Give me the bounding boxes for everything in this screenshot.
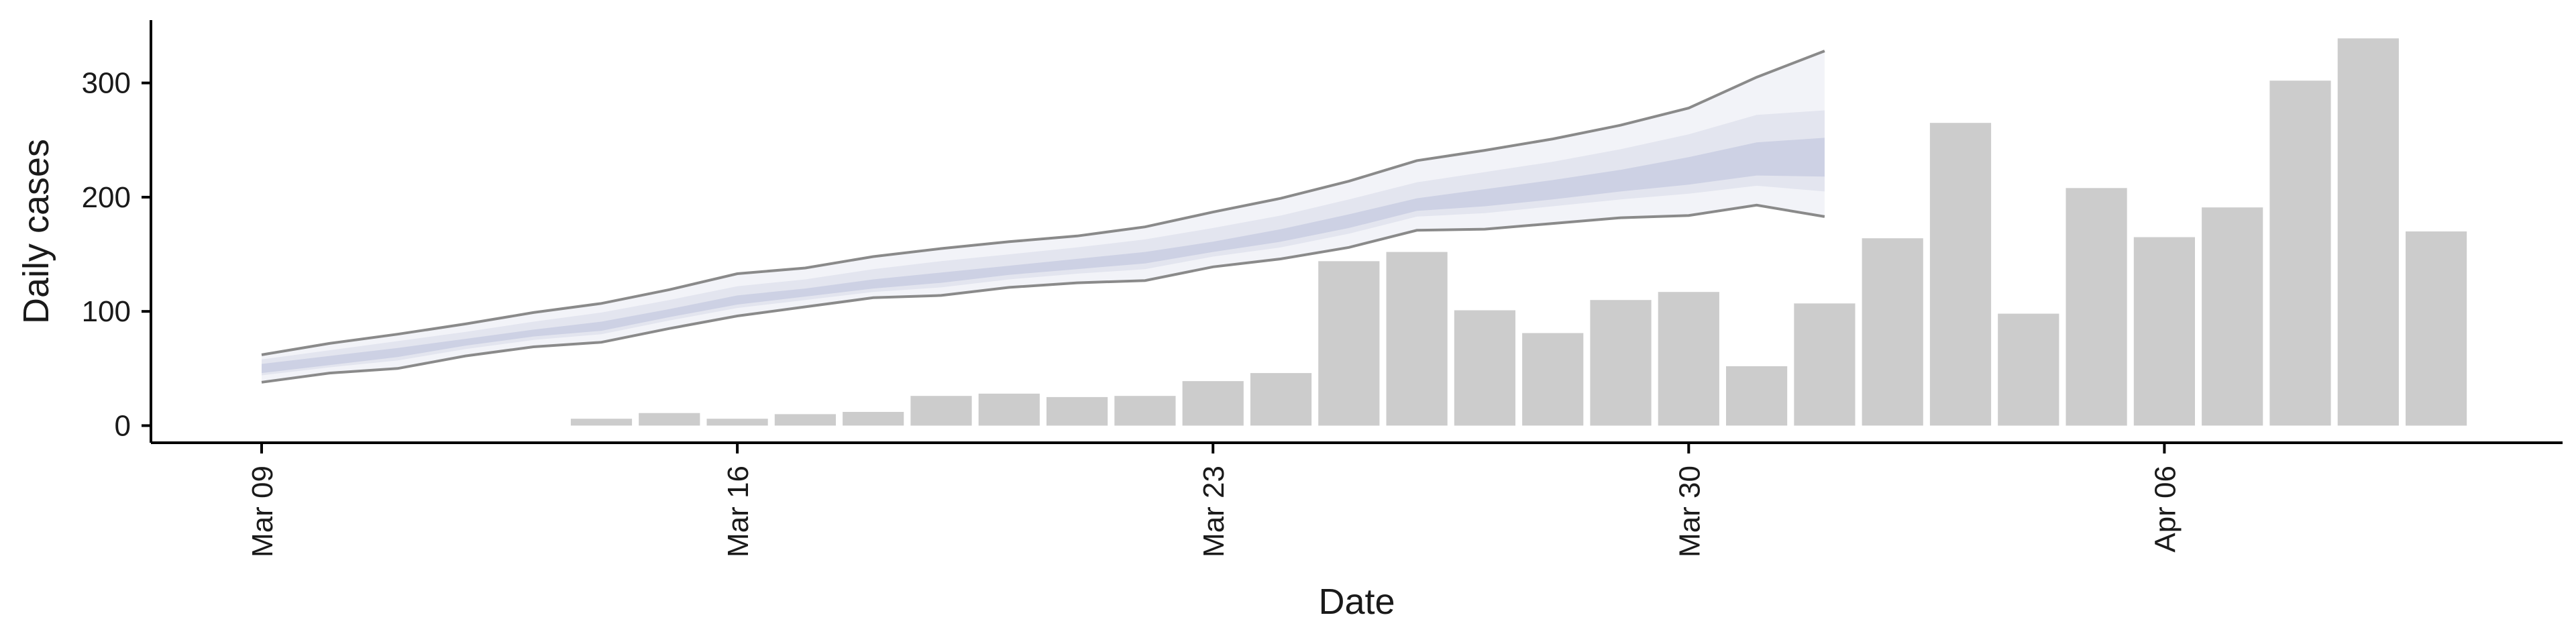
y-tick-label: 300 bbox=[82, 67, 131, 100]
bar-2020-03-22 bbox=[1114, 396, 1176, 426]
axes bbox=[150, 20, 2563, 444]
bar-2020-03-28 bbox=[1522, 333, 1584, 426]
bar-2020-03-23 bbox=[1182, 381, 1244, 426]
bar-2020-04-04 bbox=[1998, 313, 2059, 426]
bar-2020-03-29 bbox=[1590, 300, 1652, 426]
bar-2020-03-21 bbox=[1046, 396, 1108, 426]
lower-bound-line bbox=[261, 203, 1825, 384]
bar-2020-03-24 bbox=[1250, 373, 1312, 426]
x-tick-label: Apr 06 bbox=[2149, 466, 2182, 553]
bar-2020-03-17 bbox=[774, 414, 836, 426]
x-tick-label: Mar 23 bbox=[1197, 466, 1230, 557]
ribbon-band-2 bbox=[262, 138, 1825, 374]
x-axis-title: Date bbox=[1318, 582, 1395, 622]
y-axis-ticks: 0 100 200 300 bbox=[82, 67, 151, 442]
bar-2020-04-01 bbox=[1794, 303, 1856, 426]
bar-2020-04-02 bbox=[1862, 238, 1923, 426]
bar-2020-04-08 bbox=[2269, 80, 2331, 426]
x-tick-label: Mar 30 bbox=[1673, 466, 1706, 557]
bar-2020-03-19 bbox=[910, 396, 972, 426]
bar-2020-03-14 bbox=[570, 419, 633, 426]
bar-2020-04-10 bbox=[2406, 231, 2467, 426]
bar-2020-03-30 bbox=[1658, 292, 1719, 426]
y-axis-title: Daily cases bbox=[16, 139, 56, 324]
x-tick-label: Mar 16 bbox=[722, 466, 755, 557]
y-tick-label: 0 bbox=[115, 409, 131, 442]
bar-2020-03-27 bbox=[1454, 310, 1515, 426]
upper-bound-line bbox=[261, 50, 1825, 356]
y-tick-label: 200 bbox=[82, 181, 131, 214]
bar-2020-04-05 bbox=[2065, 188, 2127, 426]
bar-2020-03-25 bbox=[1318, 261, 1380, 426]
x-axis-ticks: Mar 09 Mar 16 Mar 23 Mar 30 Apr 06 bbox=[246, 443, 2182, 557]
bar-2020-03-26 bbox=[1386, 252, 1448, 426]
y-tick-label: 100 bbox=[82, 295, 131, 328]
confidence-ribbons bbox=[262, 51, 1825, 382]
confidence-bound-lines bbox=[261, 50, 1825, 384]
bar-2020-04-06 bbox=[2133, 237, 2195, 426]
bar-2020-03-18 bbox=[843, 412, 904, 426]
bar-2020-04-03 bbox=[1929, 123, 1992, 426]
bar-2020-03-16 bbox=[706, 419, 768, 426]
bar-2020-03-20 bbox=[978, 393, 1040, 426]
bar-2020-04-09 bbox=[2337, 38, 2399, 426]
case-bars bbox=[570, 38, 2467, 426]
ribbon-outer bbox=[262, 51, 1825, 382]
bar-2020-04-07 bbox=[2202, 207, 2263, 426]
bar-2020-03-31 bbox=[1726, 366, 1788, 426]
bar-2020-03-15 bbox=[639, 413, 700, 426]
x-tick-label: Mar 09 bbox=[246, 466, 279, 557]
ribbon-band-1 bbox=[262, 110, 1825, 376]
